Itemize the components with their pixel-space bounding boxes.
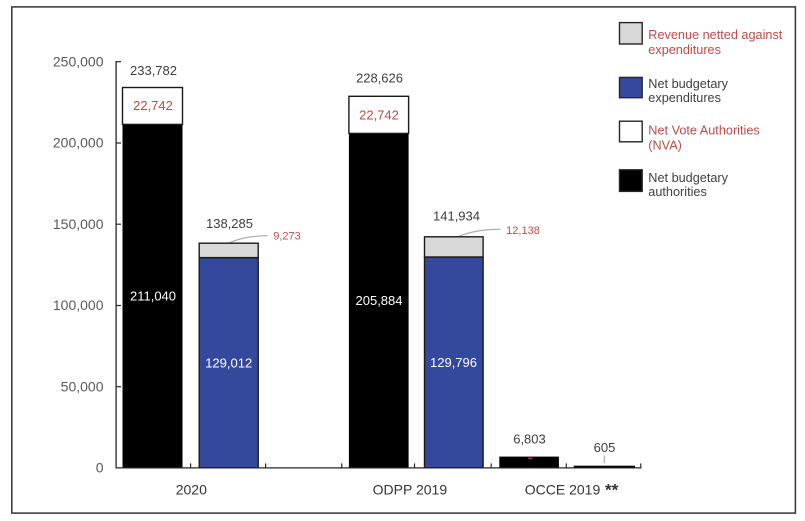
svg-text:150,000: 150,000 — [53, 216, 104, 232]
svg-text:228,626: 228,626 — [356, 71, 403, 86]
svg-text:OCCE 2019 **: OCCE 2019 ** — [525, 480, 619, 499]
svg-text:(NVA): (NVA) — [648, 139, 682, 153]
svg-text:100,000: 100,000 — [53, 297, 104, 313]
svg-text:129,796: 129,796 — [430, 355, 477, 370]
svg-text:605: 605 — [594, 440, 616, 455]
svg-text:205,884: 205,884 — [356, 293, 403, 308]
svg-text:22,742: 22,742 — [133, 98, 173, 113]
svg-text:50,000: 50,000 — [61, 378, 104, 394]
svg-text:9,273: 9,273 — [273, 231, 301, 243]
svg-text:138,285: 138,285 — [206, 216, 253, 231]
svg-text:22,742: 22,742 — [359, 107, 399, 122]
svg-text:200,000: 200,000 — [53, 135, 104, 151]
svg-text:250,000: 250,000 — [53, 53, 104, 69]
svg-text:expenditures: expenditures — [648, 43, 721, 57]
svg-text:12,138: 12,138 — [506, 225, 540, 237]
svg-text:0: 0 — [96, 460, 104, 476]
svg-text:authorities: authorities — [648, 185, 707, 199]
svg-text:211,040: 211,040 — [130, 289, 176, 304]
svg-text:129,012: 129,012 — [205, 356, 252, 371]
svg-text:141,934: 141,934 — [433, 209, 480, 224]
svg-text:Net Vote Authorities: Net Vote Authorities — [648, 124, 759, 138]
svg-text:Net budgetary: Net budgetary — [648, 77, 728, 91]
svg-text:233,782: 233,782 — [130, 63, 177, 78]
svg-text:2020: 2020 — [176, 481, 207, 497]
svg-text:Revenue netted against: Revenue netted against — [648, 28, 782, 42]
svg-text:expenditures: expenditures — [648, 91, 721, 105]
svg-text:6,803: 6,803 — [513, 432, 546, 447]
svg-text:ODPP 2019: ODPP 2019 — [373, 481, 448, 497]
svg-text:Net budgetary: Net budgetary — [648, 171, 728, 185]
